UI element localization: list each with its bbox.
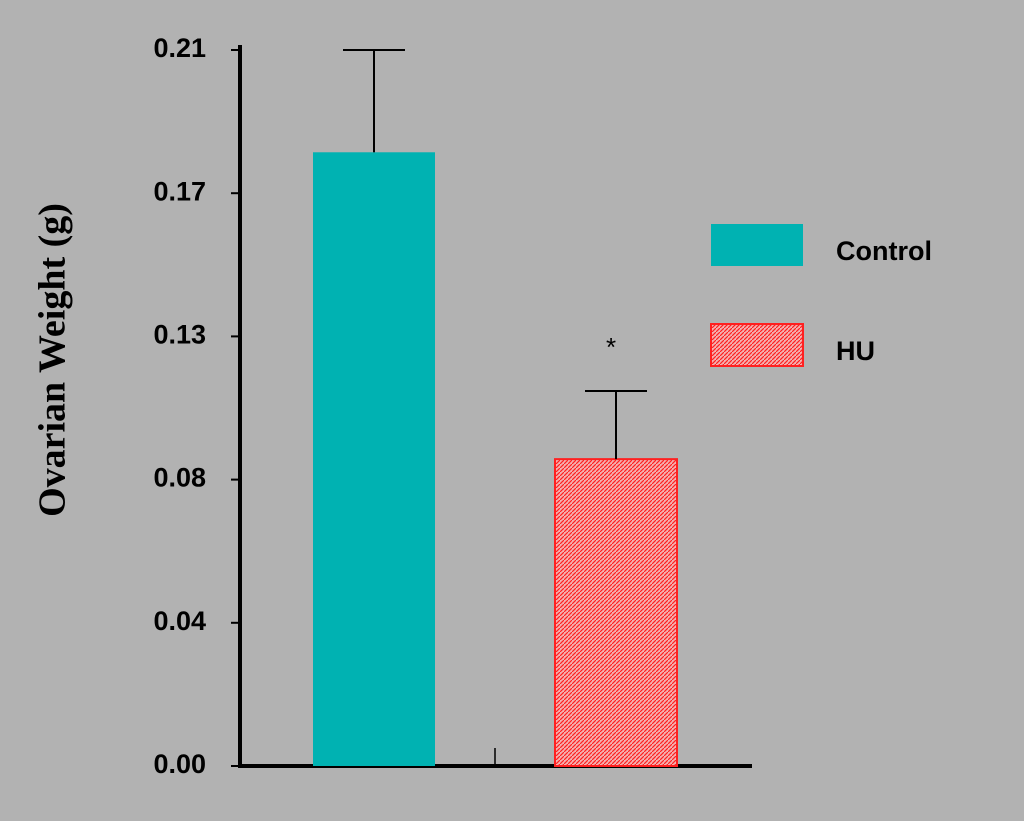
y-tick-label: 0.00 bbox=[153, 749, 206, 779]
y-axis-label: Ovarian Weight (g) bbox=[32, 203, 74, 517]
legend-label: HU bbox=[836, 336, 875, 366]
legend-swatch bbox=[711, 224, 803, 266]
legend-label: Control bbox=[836, 236, 932, 266]
y-tick-label: 0.17 bbox=[153, 176, 206, 206]
y-tick-label: 0.04 bbox=[153, 606, 206, 636]
legend-swatch bbox=[710, 323, 804, 367]
bar bbox=[313, 152, 435, 767]
y-tick-label: 0.21 bbox=[153, 33, 206, 63]
y-tick-label: 0.08 bbox=[153, 463, 206, 493]
bar bbox=[554, 458, 678, 767]
annotation: * bbox=[606, 332, 616, 362]
y-tick-label: 0.13 bbox=[153, 320, 206, 350]
